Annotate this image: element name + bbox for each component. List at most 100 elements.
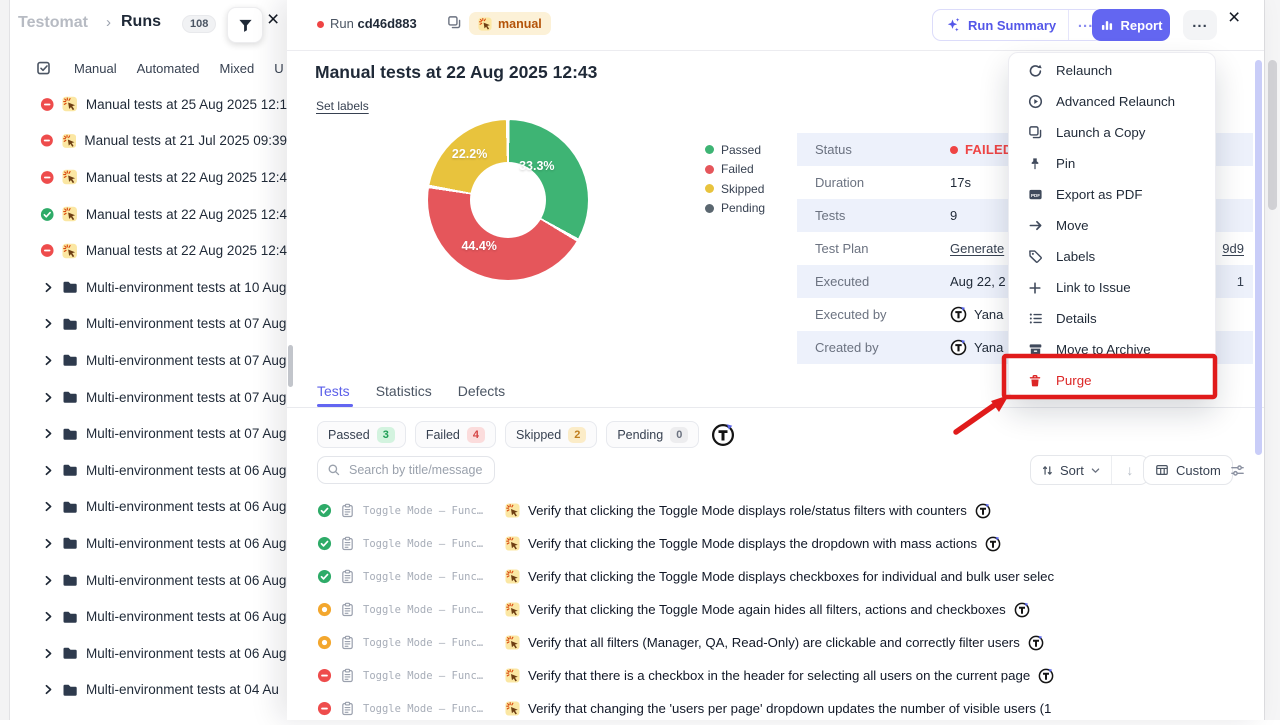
detail-value-tail[interactable]: 9d9 (1222, 241, 1244, 256)
folder-icon (63, 318, 77, 330)
menu-item-move[interactable]: Move (1009, 210, 1215, 241)
sort-direction-button[interactable]: ↓ (1110, 456, 1148, 484)
tag-icon (1028, 250, 1042, 263)
test-suite-path: Toggle Mode — Func… (363, 636, 484, 649)
checklist-icon (37, 61, 50, 75)
sidebar-folder-item[interactable]: Multi-environment tests at 07 Aug (10, 342, 287, 379)
table-icon (1156, 465, 1168, 475)
sidebar-run-item[interactable]: Manual tests at 22 Aug 2025 12:4 (10, 232, 287, 269)
sidebar-run-item[interactable]: Manual tests at 22 Aug 2025 12:4 (10, 159, 287, 196)
run-item-title: Multi-environment tests at 06 Aug (86, 462, 287, 478)
filter-chip-pending[interactable]: Pending 0 (606, 421, 700, 448)
panel-scrollbar[interactable] (1255, 60, 1262, 455)
chip-count: 0 (670, 426, 689, 443)
filter-button[interactable] (227, 7, 263, 43)
cursor-click-emoji (505, 536, 520, 551)
sidebar-tab-mixed[interactable]: Mixed (219, 60, 255, 76)
chevron-right-icon (45, 612, 52, 622)
sidebar-run-item[interactable]: Manual tests at 22 Aug 2025 12:4 (10, 196, 287, 233)
sidebar-scrollbar[interactable] (288, 345, 293, 387)
test-row[interactable]: Toggle Mode — Func… Verify that all filte… (317, 626, 1256, 659)
manual-label-badge[interactable]: manual (469, 12, 551, 35)
detail-value: Yana (950, 306, 1003, 323)
cursor-click-emoji (505, 503, 520, 518)
test-row[interactable]: Toggle Mode — Func… Verify that clicking … (317, 560, 1256, 593)
sidebar-folder-item[interactable]: Multi-environment tests at 06 Aug (10, 489, 287, 526)
test-row[interactable]: Toggle Mode — Func… Verify that clicking … (317, 527, 1256, 560)
chevron-right-icon (45, 319, 52, 329)
sidebar-run-item[interactable]: Manual tests at 25 Aug 2025 12:1 (10, 86, 287, 123)
menu-item-launch-a-copy[interactable]: Launch a Copy (1009, 117, 1215, 148)
run-item-title: Multi-environment tests at 07 Aug (86, 316, 287, 332)
run-summary-more-button[interactable]: ... (1068, 10, 1102, 40)
sidebar-folder-item[interactable]: Multi-environment tests at 04 Au (10, 672, 287, 709)
detail-value[interactable]: Generate (950, 241, 1005, 256)
assignee-filter-avatar[interactable] (711, 423, 735, 447)
tab-tests[interactable]: Tests (317, 383, 350, 399)
tab-defects[interactable]: Defects (457, 383, 506, 399)
chip-count: 3 (376, 426, 395, 443)
sidebar-folder-item[interactable]: Multi-environment tests at 06 Aug (10, 562, 287, 599)
clipboard-icon (342, 536, 353, 551)
menu-item-relaunch[interactable]: Relaunch (1009, 55, 1215, 86)
sidebar-folder-item[interactable]: Multi-environment tests at 06 Aug (10, 635, 287, 672)
detail-label: Created by (815, 340, 879, 355)
tab-divider (287, 407, 1264, 408)
sidebar-folder-item[interactable]: Multi-environment tests at 07 Aug (10, 379, 287, 416)
test-row[interactable]: Toggle Mode — Func… Verify that there is … (317, 659, 1256, 692)
test-row[interactable]: Toggle Mode — Func… Verify that clicking … (317, 593, 1256, 626)
tab-statistics[interactable]: Statistics (375, 383, 432, 399)
menu-item-purge[interactable]: Purge (1009, 365, 1215, 396)
menu-item-export-as-pdf[interactable]: PDF Export as PDF (1009, 179, 1215, 210)
chevron-right-icon (45, 685, 52, 695)
sidebar-tab-automated[interactable]: Automated (136, 60, 200, 76)
sidebar-folder-item[interactable]: Multi-environment tests at 10 Aug (10, 269, 287, 306)
page-scrollbar-thumb[interactable] (1268, 60, 1277, 210)
adjust-columns-button[interactable] (1223, 457, 1251, 483)
search-input[interactable] (347, 462, 485, 478)
custom-label: Custom (1176, 462, 1221, 478)
folder-icon (63, 501, 77, 513)
menu-item-move-to-archive[interactable]: Move to Archive (1009, 334, 1215, 365)
cursor-click-emoji (478, 16, 492, 31)
custom-view-button[interactable]: Custom (1143, 455, 1233, 485)
bulk-select-icon-slot[interactable] (36, 60, 52, 76)
sidebar-tab-u[interactable]: U (274, 60, 284, 76)
menu-item-pin[interactable]: Pin (1009, 148, 1215, 179)
copy-run-id-button[interactable] (447, 15, 462, 30)
sidebar-run-item[interactable]: Manual tests at 21 Jul 2025 09:39 (10, 123, 287, 160)
sidebar-tab-manual[interactable]: Manual (74, 60, 117, 76)
sidebar-close-button[interactable]: × (267, 8, 280, 31)
set-labels-link[interactable]: Set labels (316, 99, 369, 113)
sort-button[interactable]: Sort (1031, 456, 1111, 484)
sidebar-folder-item[interactable]: Multi-environment tests at 06 Aug (10, 525, 287, 562)
sidebar-folder-item[interactable]: Multi-environment tests at 06 Aug (10, 598, 287, 635)
panel-close-button[interactable]: × (1228, 6, 1241, 29)
legend-dot (705, 203, 714, 213)
menu-item-labels[interactable]: Labels (1009, 241, 1215, 272)
folder-icon (63, 611, 77, 623)
detail-value: Aug 22, 2 (950, 274, 1006, 289)
filter-chip-passed[interactable]: Passed 3 (317, 421, 406, 448)
sort-arrows-icon (1042, 465, 1052, 475)
more-actions-button[interactable]: ... (1183, 10, 1217, 40)
menu-item-link-to-issue[interactable]: Link to Issue (1009, 272, 1215, 303)
sidebar-folder-item[interactable]: Multi-environment tests at 06 Aug (10, 452, 287, 489)
run-item-title: Manual tests at 21 Jul 2025 09:39 (84, 133, 287, 149)
sidebar-folder-item[interactable]: Multi-environment tests at 07 Aug (10, 306, 287, 343)
test-row[interactable]: Toggle Mode — Func… Verify that changing … (317, 692, 1256, 725)
legend-label: Failed (721, 162, 754, 177)
clipboard-icon (342, 602, 353, 617)
menu-item-details[interactable]: Details (1009, 303, 1215, 334)
testomat-logo-icon (712, 423, 735, 446)
menu-item-label: Pin (1056, 156, 1076, 171)
failed-status-icon (40, 171, 54, 184)
filter-chip-skipped[interactable]: Skipped 2 (505, 421, 598, 448)
filter-chip-failed[interactable]: Failed 4 (414, 421, 496, 448)
test-row[interactable]: Toggle Mode — Func… Verify that clicking … (317, 494, 1256, 527)
sidebar-folder-item[interactable]: Multi-environment tests at 07 Aug (10, 415, 287, 452)
report-button[interactable]: Report (1092, 9, 1170, 41)
run-summary-button[interactable]: Run Summary (933, 10, 1068, 40)
ellipsis-icon: ... (1077, 13, 1094, 31)
menu-item-advanced-relaunch[interactable]: Advanced Relaunch (1009, 86, 1215, 117)
